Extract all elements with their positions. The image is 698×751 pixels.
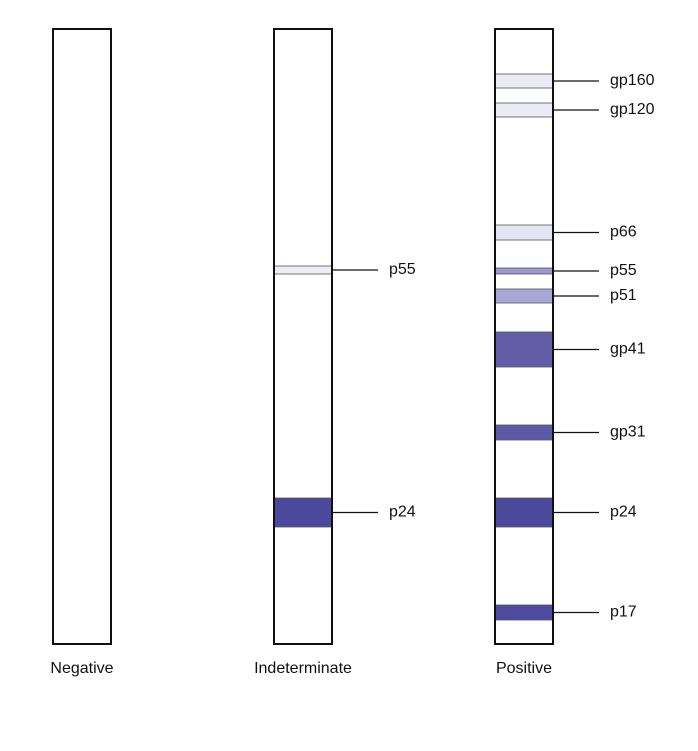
band-label: p55 xyxy=(610,262,637,279)
band xyxy=(494,424,554,441)
strip-border xyxy=(52,28,112,645)
strip-label: Indeterminate xyxy=(254,660,352,677)
band-label: gp120 xyxy=(610,101,655,118)
band-label: p55 xyxy=(389,261,416,278)
strip xyxy=(274,29,332,644)
band xyxy=(494,102,554,118)
strip-border xyxy=(273,28,333,645)
band-label: gp160 xyxy=(610,72,655,89)
strip-label: Negative xyxy=(50,660,113,677)
band xyxy=(494,331,554,368)
band xyxy=(273,497,333,528)
band xyxy=(494,267,554,275)
band-label: p51 xyxy=(610,287,637,304)
band xyxy=(494,224,554,241)
strip-border xyxy=(494,28,554,645)
band-label: p24 xyxy=(610,504,637,521)
band-label: p17 xyxy=(610,604,637,621)
band xyxy=(494,497,554,528)
strip xyxy=(53,29,111,644)
band-label: gp41 xyxy=(610,341,646,358)
band xyxy=(494,604,554,621)
band-label: p24 xyxy=(389,504,416,521)
band xyxy=(494,288,554,304)
band-label: gp31 xyxy=(610,424,646,441)
band-label: p66 xyxy=(610,224,637,241)
band xyxy=(494,73,554,89)
strip-label: Positive xyxy=(496,660,552,677)
band xyxy=(273,265,333,275)
